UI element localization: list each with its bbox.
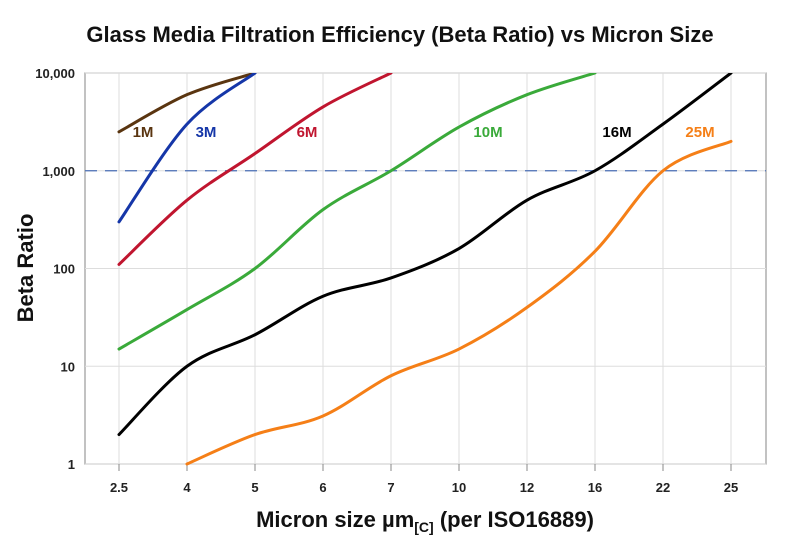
y-tick-label: 100 [53, 262, 75, 277]
series-line-1M [117, 73, 257, 134]
series-label-1M: 1M [133, 124, 154, 141]
x-tick-label: 16 [588, 480, 602, 495]
y-tick-label: 10 [61, 359, 75, 374]
x-tick-label: 4 [183, 480, 191, 495]
series-lines [117, 73, 733, 466]
series-line-16M [117, 73, 733, 437]
x-tick-label: 22 [656, 480, 670, 495]
x-tick-label: 6 [319, 480, 326, 495]
grid [84, 72, 767, 471]
series-line-10M [117, 73, 597, 351]
ticks: 1 10 100 1,000 10,000 2.5 4 5 6 7 10 12 16 22 25 [35, 66, 738, 495]
x-tick-label: 10 [452, 480, 466, 495]
x-tick-label: 7 [387, 480, 394, 495]
y-tick-label: 1 [68, 457, 75, 472]
y-axis-label: Beta Ratio [13, 214, 38, 323]
x-tick-label: 5 [251, 480, 258, 495]
y-tick-label: 10,000 [35, 66, 75, 81]
x-tick-label: 25 [724, 480, 738, 495]
series-label-16M: 16M [602, 124, 631, 141]
series-label-6M: 6M [297, 124, 318, 141]
y-tick-label: 1,000 [42, 164, 75, 179]
series-label-25M: 25M [685, 124, 714, 141]
series-line-3M [117, 73, 257, 224]
series-label-3M: 3M [196, 124, 217, 141]
series-labels: 1M 3M 6M 10M 16M 25M [133, 124, 715, 141]
series-line-6M [117, 73, 393, 266]
x-tick-label: 12 [520, 480, 534, 495]
x-tick-label: 2.5 [110, 480, 128, 495]
series-label-10M: 10M [473, 124, 502, 141]
chart-title: Glass Media Filtration Efficiency (Beta … [86, 22, 714, 47]
series-line-25M [185, 139, 733, 466]
x-axis-label: Micron size µm[C] (per ISO16889) [256, 507, 594, 535]
